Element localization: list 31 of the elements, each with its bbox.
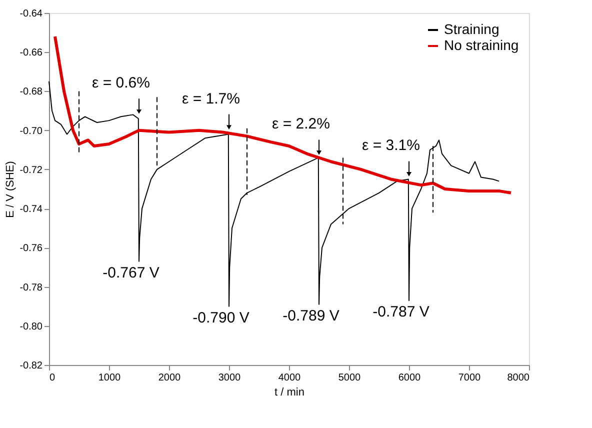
y-tick-label: -0.70	[20, 126, 43, 137]
y-tick-label: -0.78	[20, 282, 43, 294]
annotation: -0.787 V	[372, 303, 430, 320]
x-tick-label: 0	[50, 372, 56, 384]
annotation: -0.790 V	[192, 309, 250, 326]
annotation: ε = 2.2%	[272, 116, 330, 133]
y-tick-label: -0.74	[20, 204, 43, 216]
y-tick-label: -0.72	[20, 164, 43, 176]
x-tick-label: 8000	[507, 372, 530, 384]
annotation: ε = 0.6%	[92, 74, 150, 92]
x-tick-label: 3000	[218, 372, 242, 384]
y-tick-label: -0.68	[20, 86, 43, 98]
y-tick-label: -0.76	[20, 243, 43, 254]
y-tick-label: -0.66	[20, 48, 43, 59]
legend-label: No straining	[444, 37, 519, 53]
annotation: -0.789 V	[282, 307, 340, 324]
x-tick-label: 7000	[458, 372, 482, 384]
annotation: ε = 1.7%	[182, 90, 240, 108]
x-tick-label: 4000	[278, 372, 302, 384]
x-tick-label: 1000	[98, 372, 122, 384]
y-tick-label: -0.80	[20, 321, 43, 332]
x-tick-label: 5000	[338, 372, 362, 384]
x-axis-title: t / min	[274, 386, 304, 398]
y-axis-title: E / V (SHE)	[4, 161, 17, 218]
x-tick-label: 2000	[158, 372, 182, 384]
x-tick-label: 6000	[398, 372, 422, 384]
annotation: -0.767 V	[102, 264, 160, 282]
y-tick-label: -0.64	[20, 8, 43, 20]
y-tick-label: -0.82	[20, 360, 43, 372]
annotation: ε = 3.1%	[362, 137, 420, 154]
legend-label: Straining	[444, 21, 500, 37]
